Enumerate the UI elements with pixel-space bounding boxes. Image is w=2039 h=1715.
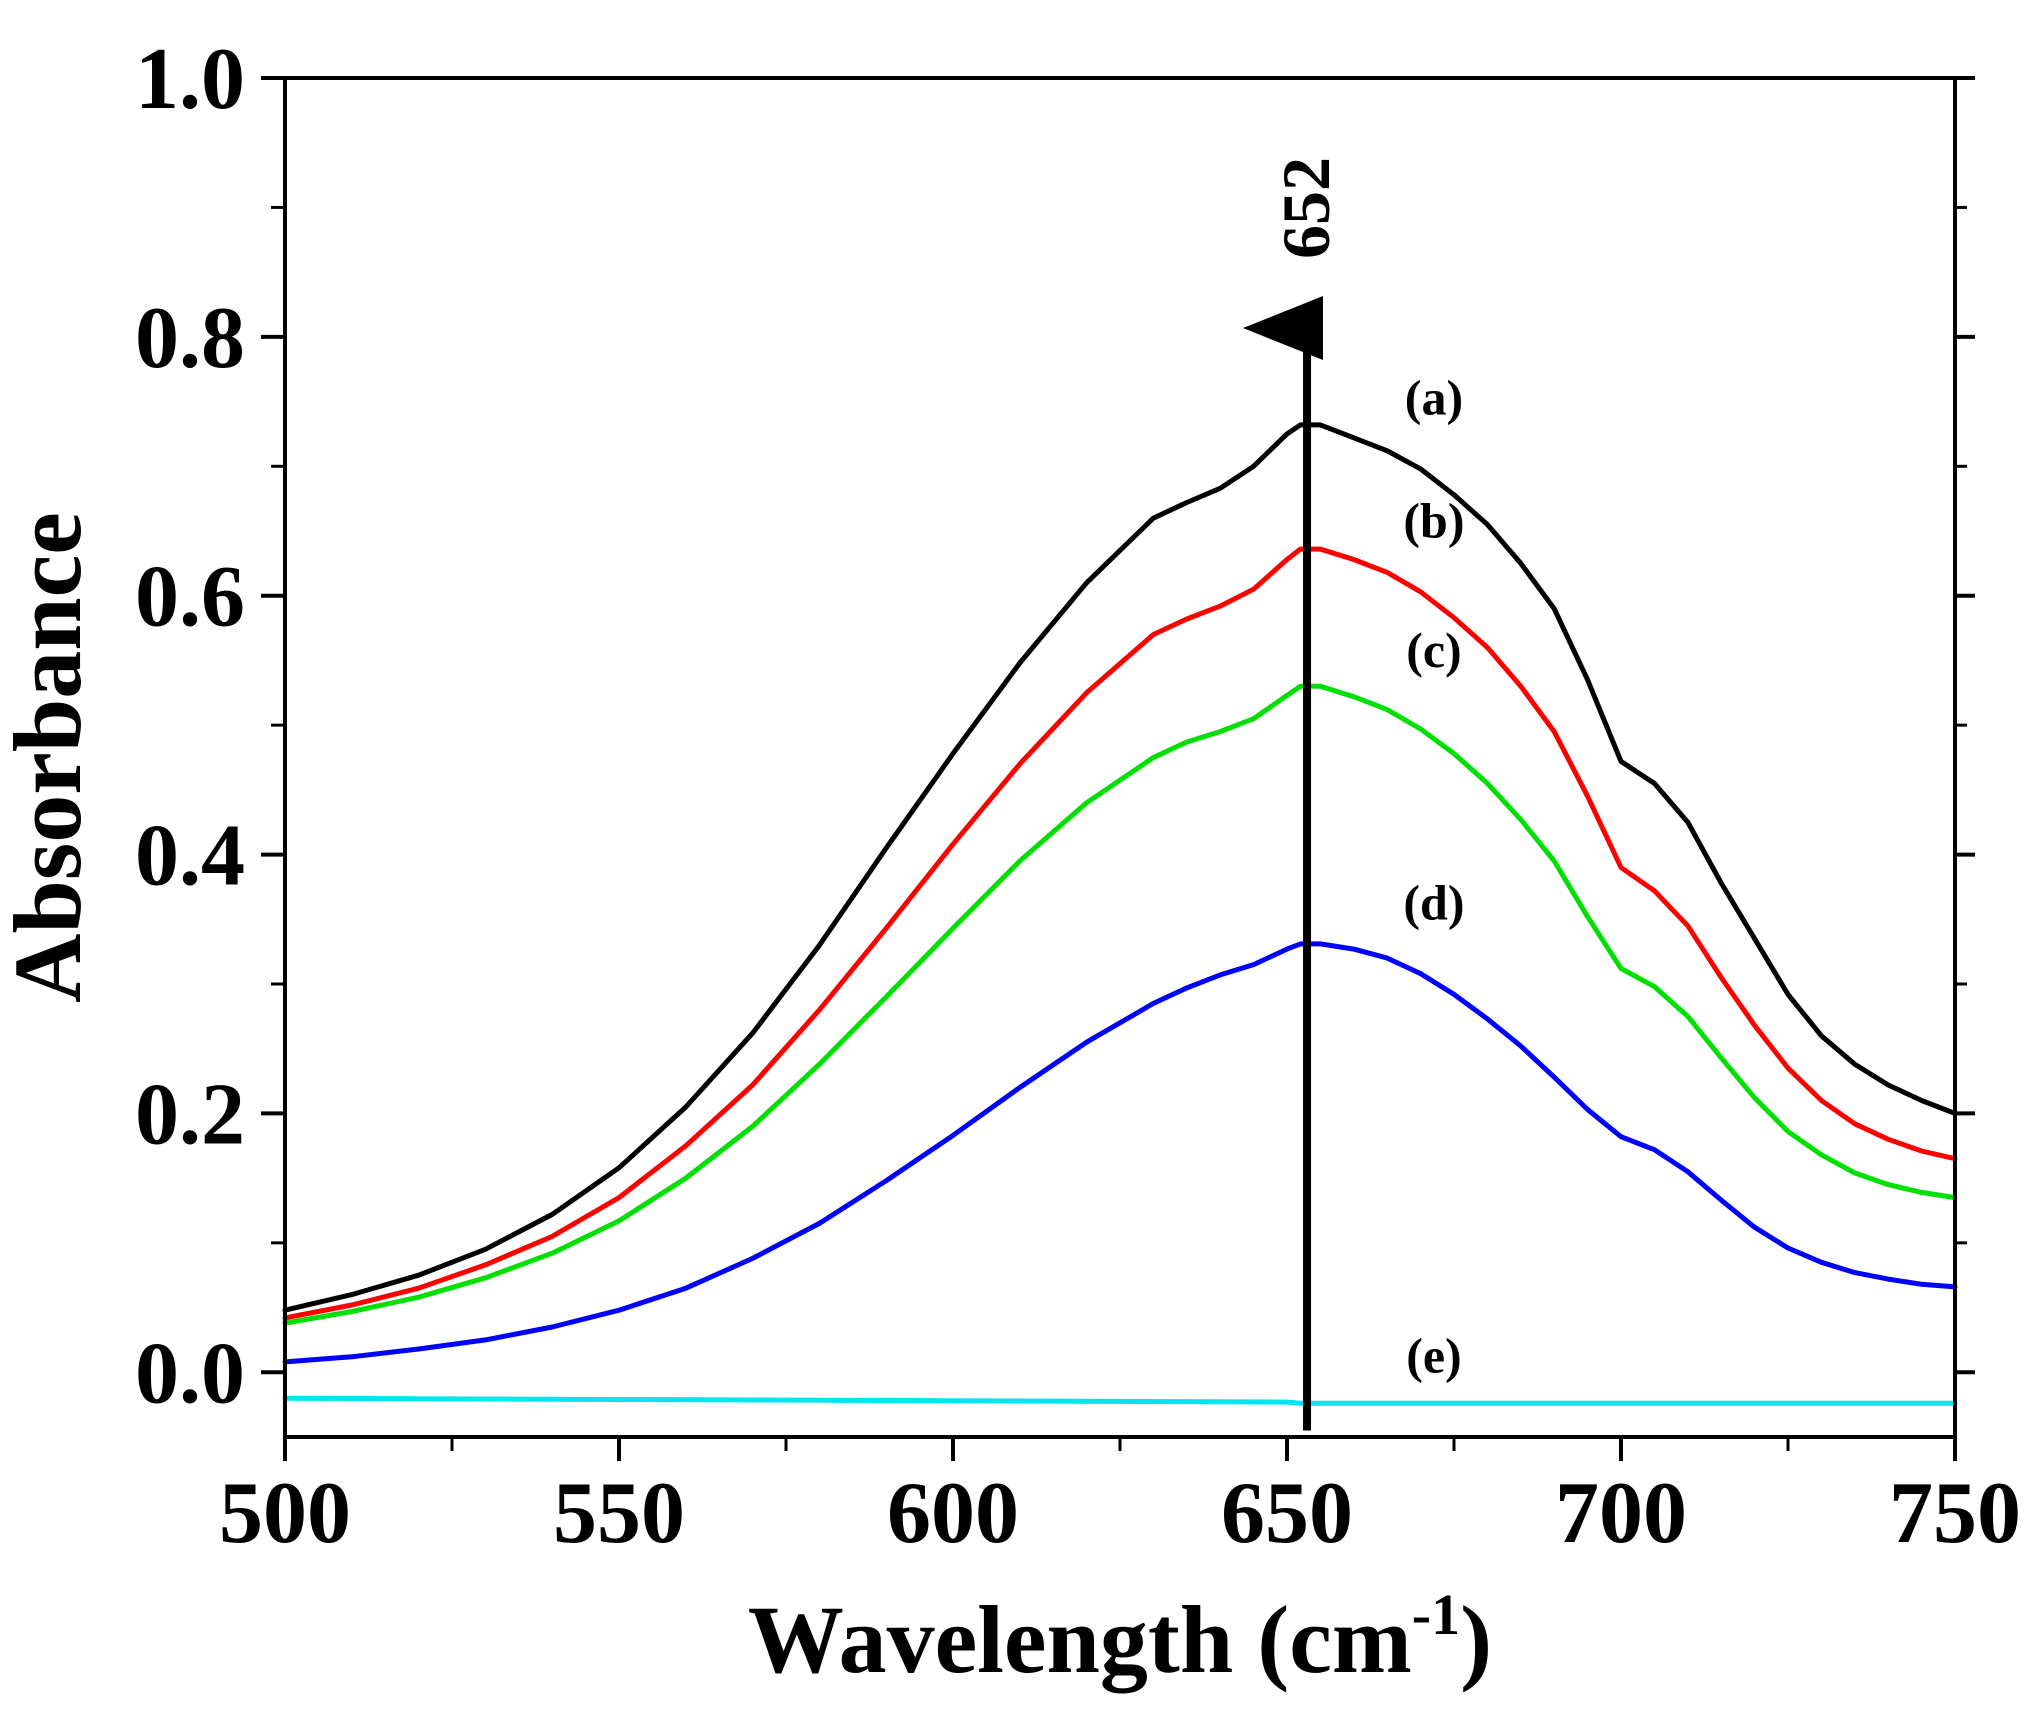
x-axis-title-close: ) [1460,1586,1492,1693]
tick-layer: 500 550 600 650 700 750 0.0 0.2 0.4 0.6 0.8 1.0 [135,31,2021,1562]
x-axis-title-main: Wavelength (cm [748,1586,1412,1693]
series-line-d [282,941,1958,1365]
series-line-a [282,422,1958,1313]
annotation-layer: 652 [1243,157,1344,1431]
series-layer: (a) (b) (c) (d) (e) [282,370,1958,1406]
y-axis-title: Absorbance [0,512,101,1003]
x-tick-label: 500 [219,1465,351,1562]
y-tick-label: 0.4 [135,808,245,905]
series-label-a: (a) [1405,370,1463,426]
y-tick-label: 0.8 [135,290,245,387]
series-label-d: (d) [1403,874,1464,930]
y-tick-label: 0.6 [135,549,245,646]
series-label-b: (b) [1403,492,1464,548]
series-line-c [282,683,1958,1326]
peak-label: 652 [1268,157,1344,259]
plot-frame [283,76,1957,1439]
series-label-c: (c) [1406,622,1462,678]
x-axis-title: Wavelength (cm-1) [748,1582,1492,1693]
y-tick-label: 1.0 [135,31,245,128]
x-axis-title-superscript: -1 [1412,1582,1460,1647]
series-line-e [282,1395,1958,1406]
y-tick-label: 0.0 [135,1325,245,1422]
x-tick-label: 600 [887,1465,1019,1562]
y-tick-label: 0.2 [135,1066,245,1163]
x-tick-label: 650 [1221,1465,1353,1562]
series-label-e: (e) [1406,1327,1462,1383]
series-line-b [282,546,1958,1321]
x-tick-label: 700 [1555,1465,1687,1562]
x-tick-label: 750 [1889,1465,2021,1562]
x-tick-label: 550 [553,1465,685,1562]
